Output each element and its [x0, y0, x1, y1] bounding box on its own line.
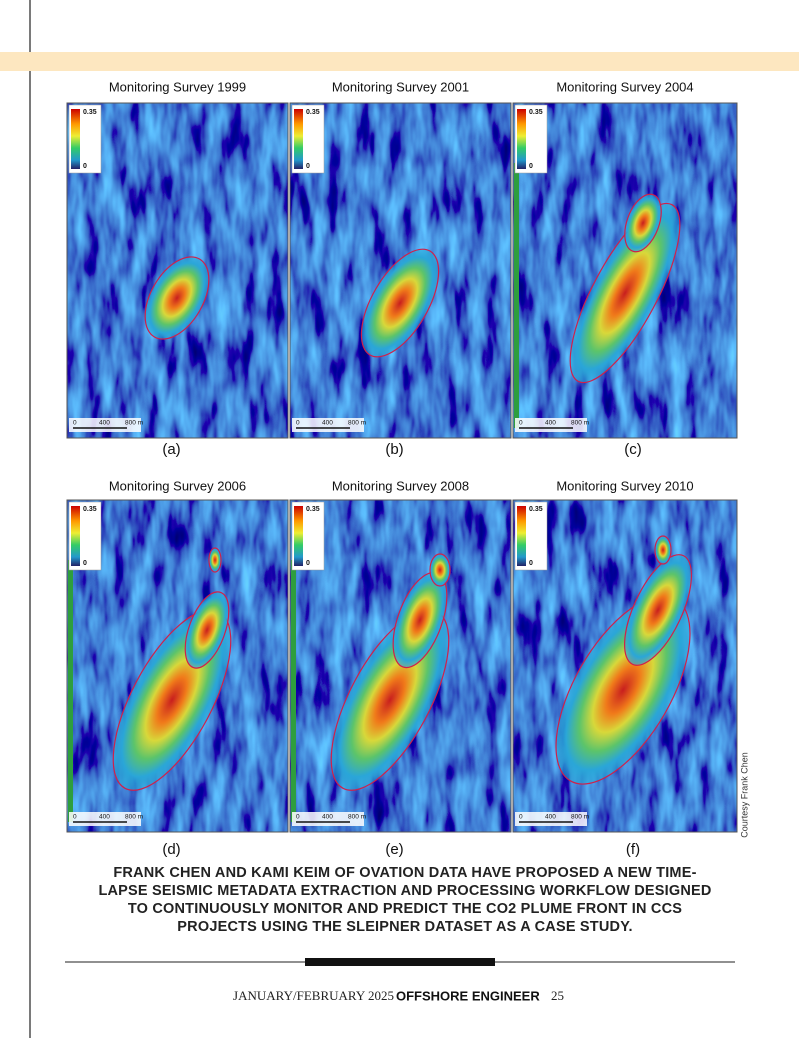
- scale-label: 800 m: [125, 420, 143, 427]
- panel-label: (f): [626, 841, 640, 858]
- colorbar: [517, 109, 526, 169]
- footer-page: 25: [551, 988, 564, 1003]
- colorbar-min: 0: [83, 560, 87, 567]
- scale-label: 800 m: [348, 814, 366, 821]
- scale-label: 400: [322, 420, 333, 427]
- scale-label: 400: [545, 814, 556, 821]
- map-frame: [289, 102, 512, 439]
- map-edge: [291, 560, 296, 822]
- panel: Monitoring Survey 2010 0.35 0 0 400 800 m (f): [512, 478, 738, 858]
- panel-label: (b): [385, 441, 403, 458]
- co2-plume: [624, 193, 662, 253]
- co2-plume: [360, 248, 440, 358]
- panel-title: Monitoring Survey 2006: [109, 478, 246, 493]
- scale-label: 0: [73, 420, 77, 427]
- panel-label: (e): [385, 841, 403, 858]
- map-frame: [66, 499, 289, 833]
- panel-title: Monitoring Survey 2001: [332, 79, 469, 94]
- scale-label: 800 m: [571, 420, 589, 427]
- map-edge: [514, 163, 519, 428]
- credit: Courtesy Frank Chen: [739, 752, 749, 838]
- scale-label: 400: [99, 814, 110, 821]
- map-frame: [289, 499, 512, 833]
- scale-label: 400: [322, 814, 333, 821]
- caption-line: TO CONTINUOUSLY MONITOR AND PREDICT THE …: [128, 901, 682, 917]
- panel: Monitoring Survey 2004 0.35 0 0 400 800 m (c): [512, 79, 738, 458]
- rule-accent: [305, 958, 495, 966]
- panel-label: (c): [624, 441, 642, 458]
- map-edge: [68, 560, 73, 822]
- colorbar: [517, 506, 526, 566]
- panel: Monitoring Survey 2006 0.35 0 0 400 800 m (d): [66, 478, 289, 858]
- co2-plume: [429, 553, 451, 587]
- panel-title: Monitoring Survey 2008: [332, 478, 469, 493]
- footer-issue: JANUARY/FEBRUARY 2025: [233, 988, 394, 1003]
- panel-label: (d): [162, 841, 180, 858]
- footer-magazine: OFFSHORE ENGINEER: [396, 988, 540, 1003]
- colorbar-min: 0: [529, 163, 533, 170]
- scale-label: 0: [296, 420, 300, 427]
- colorbar-max: 0.35: [529, 109, 543, 116]
- colorbar: [71, 109, 80, 169]
- scale-label: 400: [545, 420, 556, 427]
- map-frame: [512, 102, 738, 439]
- caption-line: PROJECTS USING THE SLEIPNER DATASET AS A…: [177, 919, 632, 935]
- colorbar-min: 0: [83, 163, 87, 170]
- colorbar: [294, 109, 303, 169]
- header-band: [0, 52, 799, 71]
- caption-line: LAPSE SEISMIC METADATA EXTRACTION AND PR…: [98, 883, 711, 899]
- panel: Monitoring Survey 2008 0.35 0 0 400 800 m (e): [289, 478, 512, 858]
- colorbar-max: 0.35: [83, 506, 97, 513]
- scale-label: 0: [296, 814, 300, 821]
- panel: Monitoring Survey 1999 0.35 0 0 400 800 m (a): [66, 79, 289, 458]
- scale-label: 800 m: [348, 420, 366, 427]
- panel-title: Monitoring Survey 2004: [556, 79, 693, 94]
- caption-line: FRANK CHEN AND KAMI KEIM OF OVATION DATA…: [113, 865, 696, 881]
- panel-title: Monitoring Survey 1999: [109, 79, 246, 94]
- scale-label: 400: [99, 420, 110, 427]
- co2-plume: [654, 535, 672, 565]
- scale-label: 0: [519, 814, 523, 821]
- scale-label: 0: [73, 814, 77, 821]
- co2-plume: [623, 554, 693, 666]
- scale-label: 800 m: [571, 814, 589, 821]
- colorbar-min: 0: [529, 560, 533, 567]
- scale-label: 0: [519, 420, 523, 427]
- panel-label: (a): [162, 441, 180, 458]
- colorbar: [71, 506, 80, 566]
- colorbar-min: 0: [306, 560, 310, 567]
- panel: Monitoring Survey 2001 0.35 0 0 400 800 m (b): [289, 79, 512, 458]
- map-frame: [66, 102, 289, 439]
- map-frame: [512, 499, 738, 833]
- colorbar-max: 0.35: [306, 109, 320, 116]
- co2-plume: [208, 547, 222, 573]
- panel-title: Monitoring Survey 2010: [556, 478, 693, 493]
- colorbar-min: 0: [306, 163, 310, 170]
- colorbar: [294, 506, 303, 566]
- scale-label: 800 m: [125, 814, 143, 821]
- co2-plume: [184, 591, 230, 669]
- colorbar-max: 0.35: [529, 506, 543, 513]
- caption: FRANK CHEN AND KAMI KEIM OF OVATION DATA…: [98, 865, 711, 935]
- co2-plume: [144, 256, 210, 340]
- colorbar-max: 0.35: [306, 506, 320, 513]
- co2-plume: [569, 202, 681, 384]
- colorbar-max: 0.35: [83, 109, 97, 116]
